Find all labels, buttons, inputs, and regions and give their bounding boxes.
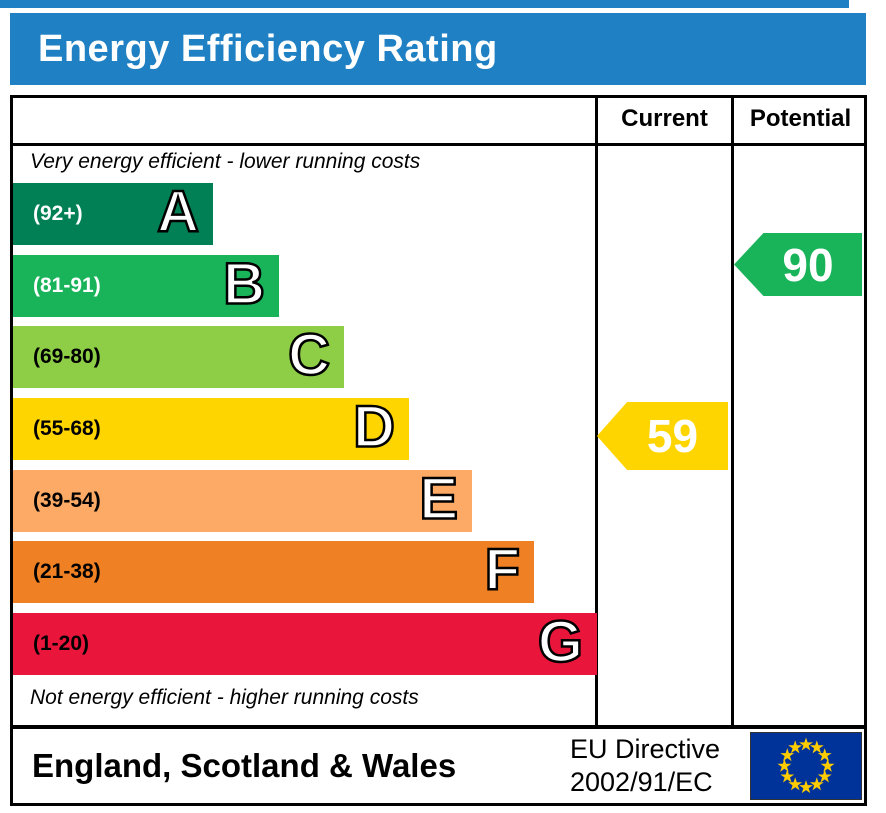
- band-row-f: (21-38) F: [13, 536, 534, 604]
- band-letter: A: [156, 178, 200, 246]
- top-accent-strip: [0, 0, 849, 8]
- title-bar: Energy Efficiency Rating: [10, 13, 866, 85]
- potential-column-header: Potential: [749, 105, 852, 132]
- eu-directive-label: EU Directive 2002/91/EC: [570, 733, 748, 799]
- page-title: Energy Efficiency Rating: [38, 27, 498, 70]
- band-letter: B: [222, 250, 266, 317]
- band-letter: C: [287, 321, 331, 389]
- eu-directive-line1: EU Directive: [570, 734, 721, 764]
- band-range-label: (39-54): [33, 489, 101, 512]
- current-rating-arrow: 59: [597, 402, 728, 470]
- header-row-divider: [10, 143, 867, 146]
- band-row-e: (39-54) E: [13, 465, 472, 533]
- band-range-label: (81-91): [33, 274, 101, 297]
- band-row-d: (55-68) D: [13, 393, 409, 461]
- eu-directive-line2: 2002/91/EC: [570, 767, 713, 797]
- band-letter: D: [352, 393, 396, 461]
- band-range-label: (55-68): [33, 417, 101, 440]
- band-range-label: (1-20): [33, 632, 90, 655]
- band-range-label: (92+): [33, 202, 83, 225]
- current-column-header: Current: [621, 105, 708, 132]
- band-row-g: (1-20) G: [13, 608, 597, 676]
- band-letter: F: [483, 536, 521, 604]
- current-column-divider: [595, 95, 598, 728]
- potential-rating-value: 90: [782, 238, 834, 291]
- footer-frame: [10, 726, 867, 806]
- band-letter: E: [418, 465, 459, 533]
- band-range-label: (69-80): [33, 345, 101, 368]
- band-row-a: (92+) A: [13, 178, 213, 246]
- band-row-c: (69-80) C: [13, 321, 344, 389]
- band-range-label: (21-38): [33, 560, 101, 583]
- bottom-efficiency-note: Not energy efficient - higher running co…: [30, 686, 419, 709]
- band-row-b: (81-91) B: [13, 250, 279, 318]
- region-label: England, Scotland & Wales: [32, 747, 457, 784]
- current-rating-value: 59: [646, 410, 699, 462]
- top-efficiency-note: Very energy efficient - lower running co…: [30, 150, 421, 173]
- potential-column-divider: [731, 95, 734, 728]
- potential-rating-arrow: 90: [734, 233, 862, 296]
- band-letter: G: [537, 608, 585, 676]
- eu-flag-icon: [750, 732, 862, 800]
